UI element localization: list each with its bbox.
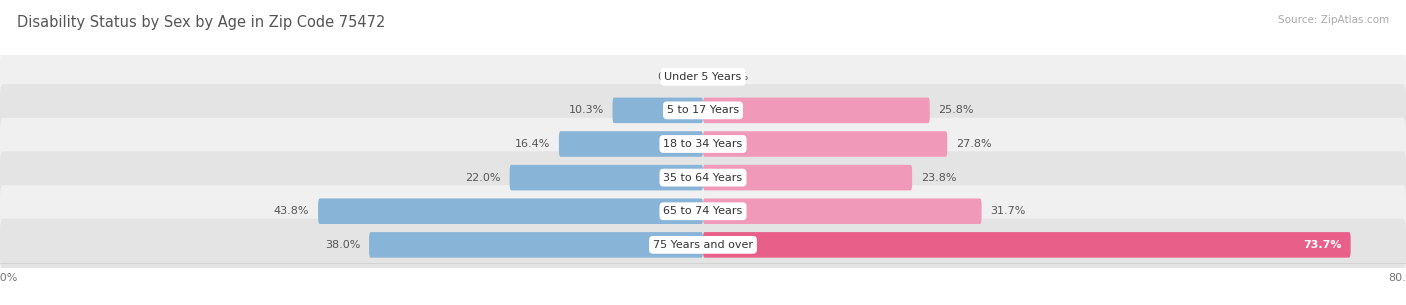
Text: 18 to 34 Years: 18 to 34 Years (664, 139, 742, 149)
Legend: Male, Female: Male, Female (647, 303, 759, 305)
Text: Disability Status by Sex by Age in Zip Code 75472: Disability Status by Sex by Age in Zip C… (17, 15, 385, 30)
FancyBboxPatch shape (510, 165, 703, 190)
FancyBboxPatch shape (703, 98, 929, 123)
FancyBboxPatch shape (0, 51, 1406, 103)
Text: 38.0%: 38.0% (325, 240, 360, 250)
FancyBboxPatch shape (368, 232, 703, 258)
Text: 25.8%: 25.8% (939, 105, 974, 115)
Text: 31.7%: 31.7% (990, 206, 1026, 216)
FancyBboxPatch shape (0, 118, 1406, 170)
FancyBboxPatch shape (703, 232, 1351, 258)
FancyBboxPatch shape (703, 199, 981, 224)
Text: 5 to 17 Years: 5 to 17 Years (666, 105, 740, 115)
FancyBboxPatch shape (0, 219, 1406, 271)
FancyBboxPatch shape (0, 151, 1406, 204)
Text: 35 to 64 Years: 35 to 64 Years (664, 173, 742, 183)
Text: 16.4%: 16.4% (515, 139, 550, 149)
FancyBboxPatch shape (318, 199, 703, 224)
Text: 23.8%: 23.8% (921, 173, 956, 183)
Text: 0.0%: 0.0% (721, 72, 749, 82)
Text: 22.0%: 22.0% (465, 173, 501, 183)
Text: 0.0%: 0.0% (657, 72, 686, 82)
FancyBboxPatch shape (703, 165, 912, 190)
FancyBboxPatch shape (613, 98, 703, 123)
Text: 10.3%: 10.3% (568, 105, 603, 115)
Text: 73.7%: 73.7% (1303, 240, 1341, 250)
Text: 75 Years and over: 75 Years and over (652, 240, 754, 250)
FancyBboxPatch shape (560, 131, 703, 157)
Text: 43.8%: 43.8% (274, 206, 309, 216)
Text: 27.8%: 27.8% (956, 139, 991, 149)
FancyBboxPatch shape (703, 131, 948, 157)
FancyBboxPatch shape (0, 185, 1406, 238)
Text: 65 to 74 Years: 65 to 74 Years (664, 206, 742, 216)
Text: Source: ZipAtlas.com: Source: ZipAtlas.com (1278, 15, 1389, 25)
Text: Under 5 Years: Under 5 Years (665, 72, 741, 82)
FancyBboxPatch shape (0, 84, 1406, 137)
